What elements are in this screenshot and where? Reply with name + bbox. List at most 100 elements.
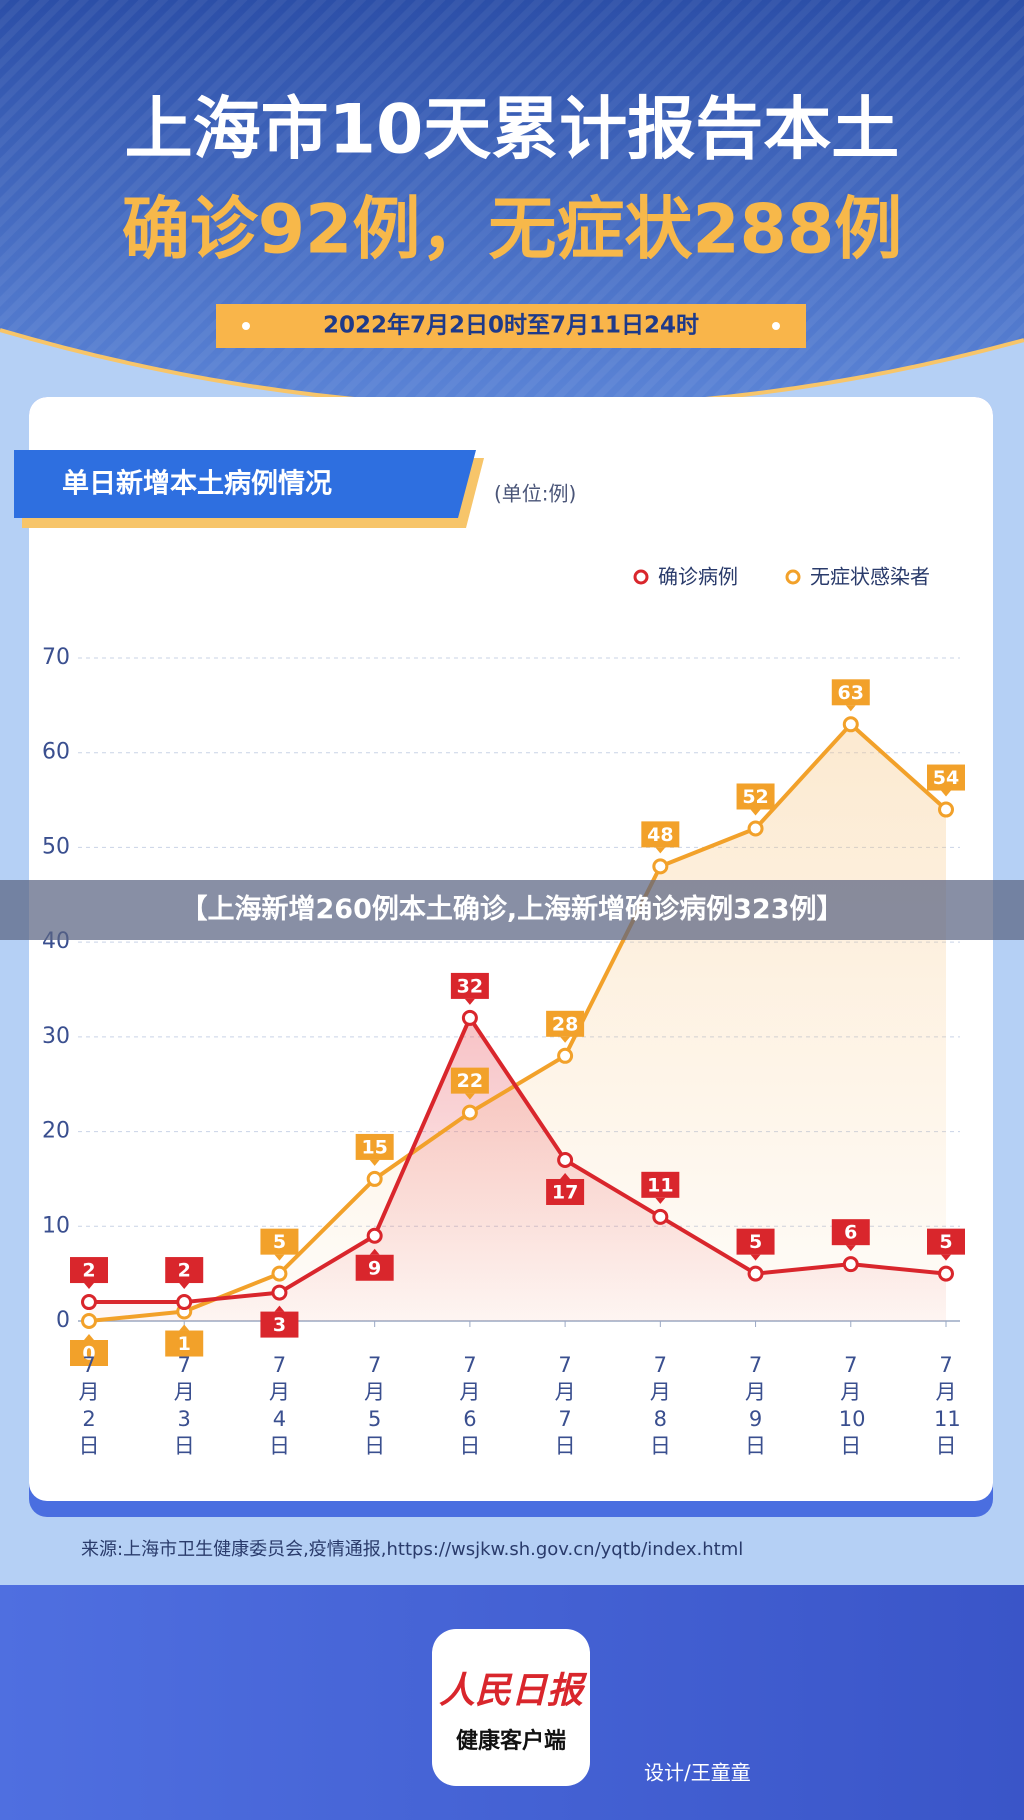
label-badge <box>165 1330 204 1357</box>
label-badge <box>641 1171 680 1198</box>
label-badge <box>736 1228 775 1255</box>
y-tick-label: 10 <box>42 1213 70 1238</box>
label-pointer <box>274 1305 285 1312</box>
point <box>747 1265 764 1282</box>
label-pointer <box>941 1254 951 1261</box>
label-badge <box>355 1133 394 1160</box>
title-line2: 确诊92例，无症状288例 <box>122 191 903 270</box>
point <box>366 1170 383 1187</box>
label-badge <box>70 1257 108 1284</box>
label-pointer <box>655 847 666 854</box>
x-tick-label: 7月4日 <box>268 1353 290 1458</box>
label-pointer <box>560 1036 571 1043</box>
label-badge <box>450 1067 489 1094</box>
label-pointer <box>274 1254 285 1261</box>
data-label: 3 <box>273 1314 286 1336</box>
data-label: 17 <box>552 1181 578 1203</box>
data-label: 1 <box>178 1333 191 1355</box>
area <box>89 1017 946 1321</box>
label-badge <box>450 972 489 999</box>
label-badge <box>927 1228 965 1255</box>
x-tick-label: 7月3日 <box>173 1353 195 1458</box>
point <box>461 1009 478 1026</box>
data-label: 5 <box>939 1231 952 1253</box>
legend-label: 确诊病例 <box>658 565 738 589</box>
x-tick-label: 7月9日 <box>745 1353 767 1458</box>
label-pointer <box>845 1245 856 1252</box>
chart-title: 单日新增本土病例情况 <box>62 468 332 500</box>
data-label: 2 <box>82 1260 95 1282</box>
point <box>747 820 764 837</box>
label-badge <box>831 1219 870 1246</box>
logo-subtitle: 健康客户端 <box>456 1728 566 1754</box>
label-pointer <box>464 998 475 1005</box>
x-tick-label: 7月2日 <box>78 1353 100 1458</box>
y-tick-label: 20 <box>42 1119 70 1144</box>
point <box>652 1208 669 1225</box>
data-label: 5 <box>749 1231 762 1253</box>
label-badge <box>831 679 870 706</box>
data-label: 22 <box>457 1070 483 1092</box>
x-tick-label: 7月11日 <box>934 1353 961 1458</box>
label-badge <box>165 1257 204 1284</box>
legend-marker <box>785 569 801 585</box>
label-badge <box>736 783 775 810</box>
logo-name: 人民日报 <box>439 1670 588 1710</box>
line <box>89 1015 947 1305</box>
y-tick-label: 60 <box>42 740 70 765</box>
source: 来源:上海市卫生健康委员会,疫情通报,https://wsjkw.sh.gov.… <box>81 1539 743 1560</box>
point <box>557 1047 574 1064</box>
pill-dot <box>242 322 250 330</box>
logo-box <box>432 1629 590 1786</box>
point <box>938 1265 954 1282</box>
label-pointer <box>84 1334 94 1340</box>
point <box>271 1265 288 1282</box>
pill-dot <box>772 322 780 330</box>
data-label: 48 <box>647 824 673 846</box>
label-pointer <box>84 1283 94 1290</box>
data-label: 0 <box>82 1343 95 1365</box>
y-tick-label: 30 <box>42 1024 70 1049</box>
label-badge <box>70 1340 108 1366</box>
y-tick-label: 0 <box>56 1308 70 1333</box>
x-tick-label: 7月10日 <box>838 1353 866 1458</box>
point <box>366 1227 383 1244</box>
data-label: 32 <box>457 975 483 997</box>
data-label: 28 <box>552 1013 578 1035</box>
point <box>842 1256 859 1273</box>
unit-label: (单位:例) <box>494 482 576 506</box>
legend-marker <box>633 569 649 585</box>
data-label: 54 <box>933 767 959 789</box>
label-pointer <box>369 1159 380 1166</box>
credit: 设计/王童童 <box>644 1761 751 1785</box>
data-label: 52 <box>742 786 768 808</box>
date-range: 2022年7月2日0时至7月11日24时 <box>323 312 699 339</box>
label-pointer <box>750 1254 761 1261</box>
point <box>271 1284 288 1301</box>
label-pointer <box>655 1197 666 1204</box>
header-pattern <box>0 0 1024 420</box>
date-pill <box>216 304 806 348</box>
x-tick-label: 7月8日 <box>649 1353 671 1458</box>
data-label: 9 <box>368 1257 381 1279</box>
data-label: 11 <box>647 1174 673 1196</box>
point <box>557 1151 574 1168</box>
title-line1: 上海市10天累计报告本土 <box>125 91 900 170</box>
label-pointer <box>845 705 856 712</box>
point <box>652 858 669 875</box>
point <box>461 1104 478 1121</box>
label-badge <box>927 764 965 791</box>
x-tick-label: 7月5日 <box>364 1353 386 1458</box>
point <box>81 1313 97 1329</box>
data-label: 6 <box>844 1222 857 1244</box>
data-label: 5 <box>273 1231 286 1253</box>
data-label: 15 <box>361 1136 387 1158</box>
point <box>842 716 859 733</box>
label-badge <box>355 1254 394 1281</box>
point <box>176 1294 193 1311</box>
x-tick-label: 7月7日 <box>554 1353 576 1458</box>
y-tick-label: 70 <box>42 645 70 670</box>
label-badge <box>260 1311 299 1338</box>
data-label: 63 <box>838 682 864 704</box>
